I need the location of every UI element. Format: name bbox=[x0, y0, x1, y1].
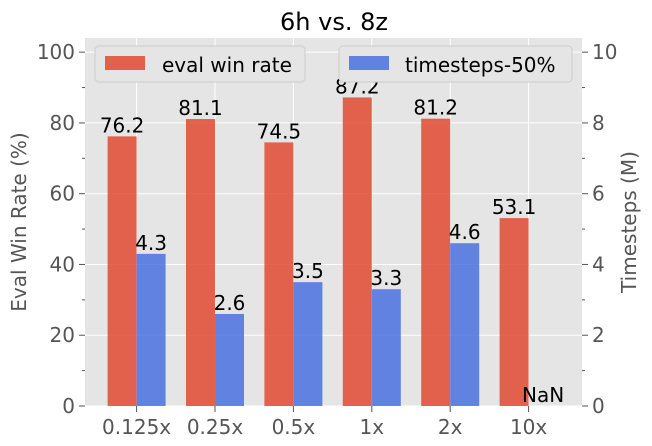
data-label: 3.5 bbox=[292, 259, 324, 283]
y2-tick-label: 10 bbox=[592, 40, 617, 64]
bars bbox=[107, 97, 529, 407]
y2-tick-label: 2 bbox=[592, 323, 605, 347]
data-label: 76.2 bbox=[100, 113, 145, 137]
x-tick-label: 0.125x bbox=[102, 415, 171, 439]
data-label-nan: NaN bbox=[522, 383, 564, 407]
y-axis-label: Eval Win Rate (%) bbox=[7, 132, 31, 311]
data-label: 2.6 bbox=[214, 291, 246, 315]
legend-label-eval-win-rate: eval win rate bbox=[162, 53, 292, 77]
axes: 0 20 40 60 80 100 0 2 4 6 8 10 0.125x 0.25x 0.5x 1x 2x 10… bbox=[37, 40, 618, 439]
chart-title: 6h vs. 8z bbox=[280, 8, 388, 36]
data-label: 81.2 bbox=[413, 96, 458, 120]
y2-tick-label: 6 bbox=[592, 182, 605, 206]
bar-timesteps bbox=[293, 282, 323, 406]
bar-timesteps bbox=[136, 253, 166, 406]
data-label: 74.5 bbox=[257, 119, 302, 143]
legend-box-right bbox=[338, 45, 573, 83]
x-tick-label: 10x bbox=[510, 415, 547, 439]
data-label: 4.6 bbox=[449, 220, 481, 244]
bar-eval-win-rate bbox=[186, 119, 215, 407]
bar-eval-win-rate bbox=[421, 118, 451, 406]
data-label: 4.3 bbox=[135, 231, 167, 255]
x-tick-label: 0.5x bbox=[272, 415, 316, 439]
bar-timesteps bbox=[215, 314, 244, 406]
bar-timesteps bbox=[450, 243, 480, 406]
y-tick-label: 20 bbox=[50, 323, 75, 347]
y-tick-label: 60 bbox=[50, 182, 75, 206]
bar-eval-win-rate bbox=[107, 136, 137, 406]
bar-eval-win-rate bbox=[264, 142, 294, 406]
bar-eval-win-rate bbox=[499, 218, 529, 406]
y-tick-label: 100 bbox=[37, 40, 75, 64]
y-tick-label: 80 bbox=[50, 111, 75, 135]
legend-swatch-timesteps bbox=[349, 56, 389, 70]
x-tick-label: 0.25x bbox=[187, 415, 244, 439]
data-label: 3.3 bbox=[370, 266, 402, 290]
y2-tick-label: 8 bbox=[592, 111, 605, 135]
x-tick-label: 1x bbox=[360, 415, 385, 439]
y2-tick-label: 4 bbox=[592, 252, 605, 276]
data-label: 81.1 bbox=[178, 96, 223, 120]
y-tick-label: 40 bbox=[50, 252, 75, 276]
legend-label-timesteps: timesteps-50% bbox=[405, 53, 556, 77]
y2-tick-label: 0 bbox=[592, 394, 605, 418]
legend-box-left bbox=[94, 45, 306, 83]
legend-eval-win-rate: eval win rate bbox=[94, 45, 306, 83]
legend-swatch-eval-win-rate bbox=[105, 56, 145, 70]
x-tick-label: 2x bbox=[438, 415, 463, 439]
data-label: 53.1 bbox=[492, 195, 537, 219]
bar-timesteps bbox=[371, 289, 401, 406]
bar-eval-win-rate bbox=[342, 97, 372, 406]
legend-timesteps: timesteps-50% bbox=[338, 45, 573, 83]
y-tick-label: 0 bbox=[62, 394, 75, 418]
plot-area bbox=[85, 38, 582, 406]
y2-axis-label: Timesteps (M) bbox=[617, 151, 641, 294]
